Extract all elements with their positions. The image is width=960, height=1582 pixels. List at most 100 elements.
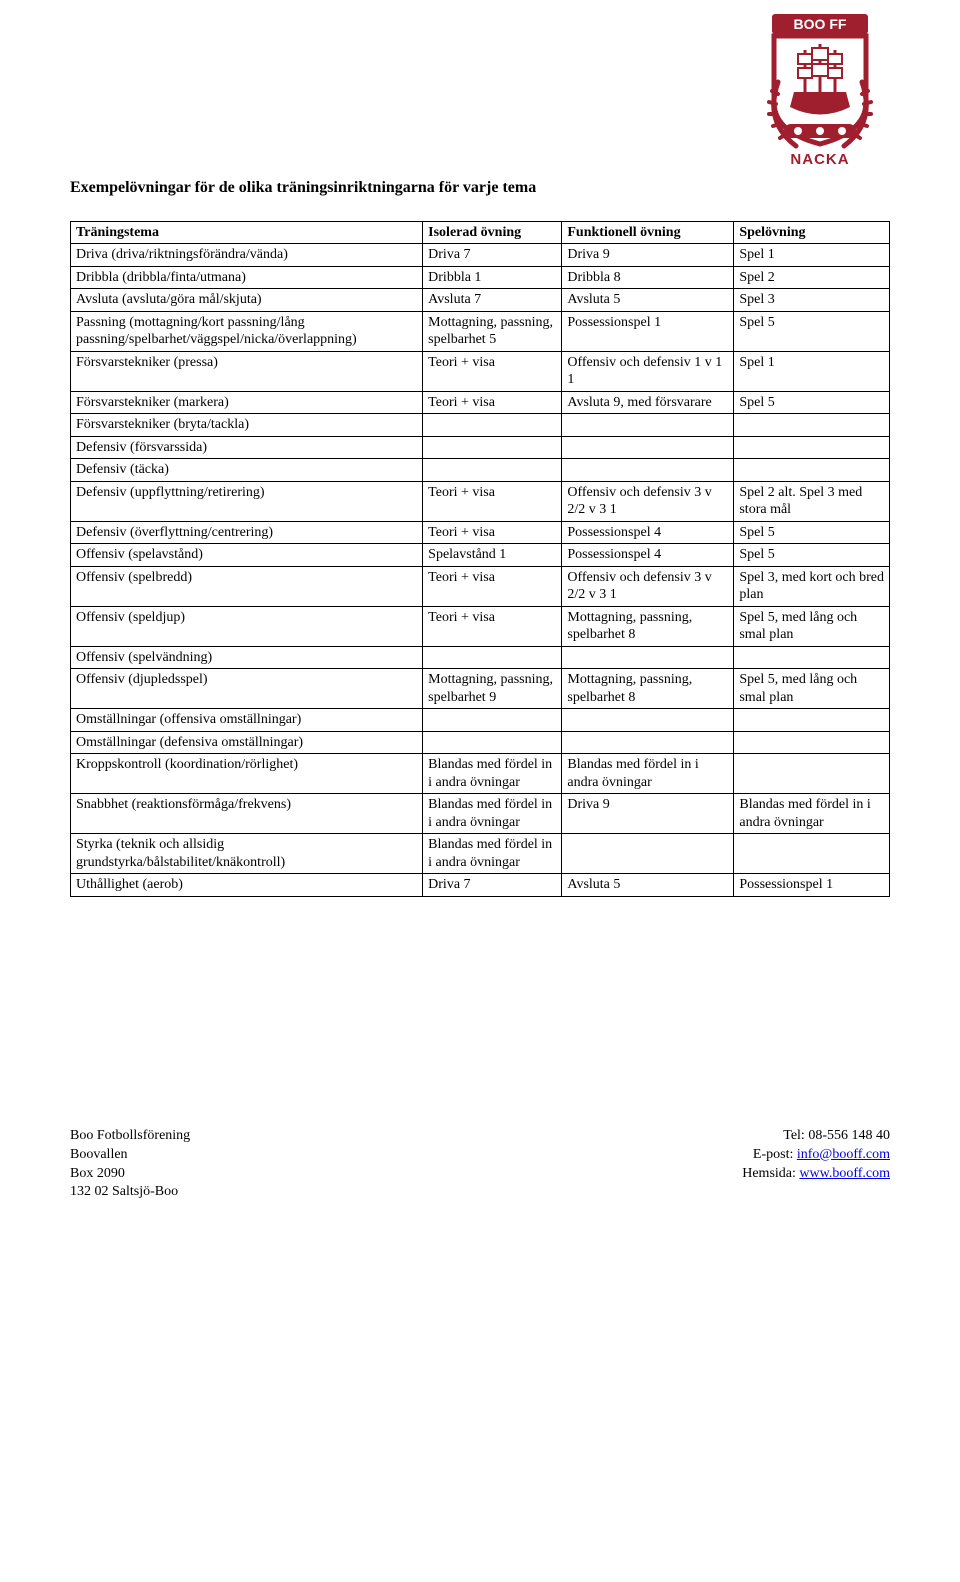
table-cell: Försvarstekniker (bryta/tackla) bbox=[71, 414, 423, 437]
table-cell bbox=[562, 646, 734, 669]
table-cell bbox=[423, 459, 562, 482]
table-cell: Offensiv och defensiv 3 v 2/2 v 3 1 bbox=[562, 566, 734, 606]
table-cell: Mottagning, passning, spelbarhet 5 bbox=[423, 311, 562, 351]
table-row: Försvarstekniker (bryta/tackla) bbox=[71, 414, 890, 437]
table-cell: Avsluta (avsluta/göra mål/skjuta) bbox=[71, 289, 423, 312]
col-header: Träningstema bbox=[71, 221, 423, 244]
table-cell: Passning (mottagning/kort passning/lång … bbox=[71, 311, 423, 351]
table-cell bbox=[734, 834, 890, 874]
table-cell bbox=[562, 459, 734, 482]
table-cell bbox=[423, 436, 562, 459]
table-cell: Spel 2 alt. Spel 3 med stora mål bbox=[734, 481, 890, 521]
footer-email: E-post: info@booff.com bbox=[742, 1146, 890, 1165]
table-cell: Spel 3, med kort och bred plan bbox=[734, 566, 890, 606]
table-row: Passning (mottagning/kort passning/lång … bbox=[71, 311, 890, 351]
table-row: Defensiv (försvarssida) bbox=[71, 436, 890, 459]
table-cell: Avsluta 7 bbox=[423, 289, 562, 312]
logo-top-text: BOO FF bbox=[794, 16, 847, 32]
table-cell bbox=[562, 709, 734, 732]
table-cell: Offensiv och defensiv 3 v 2/2 v 3 1 bbox=[562, 481, 734, 521]
table-cell: Teori + visa bbox=[423, 566, 562, 606]
club-logo: BOO FF NACKA bbox=[750, 12, 890, 172]
table-cell: Spel 5 bbox=[734, 391, 890, 414]
table-cell: Defensiv (täcka) bbox=[71, 459, 423, 482]
table-cell: Defensiv (försvarssida) bbox=[71, 436, 423, 459]
table-row: Offensiv (djupledsspel)Mottagning, passn… bbox=[71, 669, 890, 709]
table-cell: Styrka (teknik och allsidig grundstyrka/… bbox=[71, 834, 423, 874]
table-row: Offensiv (spelavstånd)Spelavstånd 1Posse… bbox=[71, 544, 890, 567]
table-cell: Teori + visa bbox=[423, 521, 562, 544]
table-cell bbox=[734, 414, 890, 437]
footer-site: Hemsida: www.booff.com bbox=[742, 1165, 890, 1184]
col-header: Spelövning bbox=[734, 221, 890, 244]
table-cell: Teori + visa bbox=[423, 391, 562, 414]
footer-site-link[interactable]: www.booff.com bbox=[799, 1166, 890, 1181]
table-header-row: Träningstema Isolerad övning Funktionell… bbox=[71, 221, 890, 244]
table-row: Uthållighet (aerob)Driva 7Avsluta 5Posse… bbox=[71, 874, 890, 897]
table-row: Defensiv (uppflyttning/retirering)Teori … bbox=[71, 481, 890, 521]
table-cell: Kroppskontroll (koordination/rörlighet) bbox=[71, 754, 423, 794]
table-cell: Possessionspel 1 bbox=[562, 311, 734, 351]
table-cell: Offensiv (spelvändning) bbox=[71, 646, 423, 669]
table-cell: Dribbla 1 bbox=[423, 266, 562, 289]
table-cell: Offensiv (spelbredd) bbox=[71, 566, 423, 606]
table-cell: Blandas med fördel in i andra övningar bbox=[423, 794, 562, 834]
table-cell bbox=[423, 646, 562, 669]
table-cell: Omställningar (offensiva omställningar) bbox=[71, 709, 423, 732]
table-cell: Driva 7 bbox=[423, 874, 562, 897]
footer-box: Box 2090 bbox=[70, 1165, 190, 1184]
table-row: Dribbla (dribbla/finta/utmana)Dribbla 1D… bbox=[71, 266, 890, 289]
table-row: Snabbhet (reaktionsförmåga/frekvens)Blan… bbox=[71, 794, 890, 834]
table-row: Defensiv (täcka) bbox=[71, 459, 890, 482]
table-cell: Possessionspel 4 bbox=[562, 521, 734, 544]
table-cell: Försvarstekniker (markera) bbox=[71, 391, 423, 414]
table-cell: Spel 5 bbox=[734, 521, 890, 544]
table-cell: Spel 5, med lång och smal plan bbox=[734, 606, 890, 646]
page-title: Exempelövningar för de olika träningsinr… bbox=[70, 178, 890, 199]
logo-svg: BOO FF NACKA bbox=[750, 12, 890, 172]
table-cell bbox=[734, 459, 890, 482]
table-cell: Possessionspel 4 bbox=[562, 544, 734, 567]
table-cell bbox=[734, 709, 890, 732]
footer-postal: 132 02 Saltsjö-Boo bbox=[70, 1183, 190, 1202]
table-cell: Mottagning, passning, spelbarhet 9 bbox=[423, 669, 562, 709]
table-cell: Driva 9 bbox=[562, 244, 734, 267]
table-row: Kroppskontroll (koordination/rörlighet) B… bbox=[71, 754, 890, 794]
page-footer: Boo Fotbollsförening Boovallen Box 2090 … bbox=[70, 1127, 890, 1203]
footer-right: Tel: 08-556 148 40 E-post: info@booff.co… bbox=[742, 1127, 890, 1203]
training-table: Träningstema Isolerad övning Funktionell… bbox=[70, 221, 890, 897]
table-row: Omställningar (defensiva omställningar) bbox=[71, 731, 890, 754]
table-cell: Uthållighet (aerob) bbox=[71, 874, 423, 897]
table-row: Avsluta (avsluta/göra mål/skjuta)Avsluta… bbox=[71, 289, 890, 312]
table-row: Styrka (teknik och allsidig grundstyrka/… bbox=[71, 834, 890, 874]
table-cell: Omställningar (defensiva omställningar) bbox=[71, 731, 423, 754]
table-cell: Spel 5 bbox=[734, 544, 890, 567]
footer-email-link[interactable]: info@booff.com bbox=[797, 1147, 890, 1162]
table-cell: Mottagning, passning, spelbarhet 8 bbox=[562, 606, 734, 646]
logo-bottom-text: NACKA bbox=[790, 151, 849, 168]
table-cell: Spel 5, med lång och smal plan bbox=[734, 669, 890, 709]
table-row: Driva (driva/riktningsförändra/vända)Dri… bbox=[71, 244, 890, 267]
footer-place: Boovallen bbox=[70, 1146, 190, 1165]
table-cell: Spelavstånd 1 bbox=[423, 544, 562, 567]
col-header: Funktionell övning bbox=[562, 221, 734, 244]
footer-left: Boo Fotbollsförening Boovallen Box 2090 … bbox=[70, 1127, 190, 1203]
table-cell: Offensiv (djupledsspel) bbox=[71, 669, 423, 709]
table-cell bbox=[423, 731, 562, 754]
table-cell: Blandas med fördel in i andra övningar bbox=[734, 794, 890, 834]
table-cell bbox=[734, 436, 890, 459]
table-row: Försvarstekniker (pressa)Teori + visaOff… bbox=[71, 351, 890, 391]
table-cell: Offensiv (spelavstånd) bbox=[71, 544, 423, 567]
table-cell bbox=[562, 834, 734, 874]
table-cell: Försvarstekniker (pressa) bbox=[71, 351, 423, 391]
table-cell: Mottagning, passning, spelbarhet 8 bbox=[562, 669, 734, 709]
table-cell: Defensiv (överflyttning/centrering) bbox=[71, 521, 423, 544]
table-cell: Teori + visa bbox=[423, 351, 562, 391]
table-row: Offensiv (spelbredd)Teori + visaOffensiv… bbox=[71, 566, 890, 606]
table-cell: Spel 3 bbox=[734, 289, 890, 312]
table-cell: Offensiv och defensiv 1 v 1 1 bbox=[562, 351, 734, 391]
table-cell: Driva (driva/riktningsförändra/vända) bbox=[71, 244, 423, 267]
table-cell: Driva 7 bbox=[423, 244, 562, 267]
table-cell: Blandas med fördel in i andra övningar bbox=[562, 754, 734, 794]
table-cell: Dribbla (dribbla/finta/utmana) bbox=[71, 266, 423, 289]
